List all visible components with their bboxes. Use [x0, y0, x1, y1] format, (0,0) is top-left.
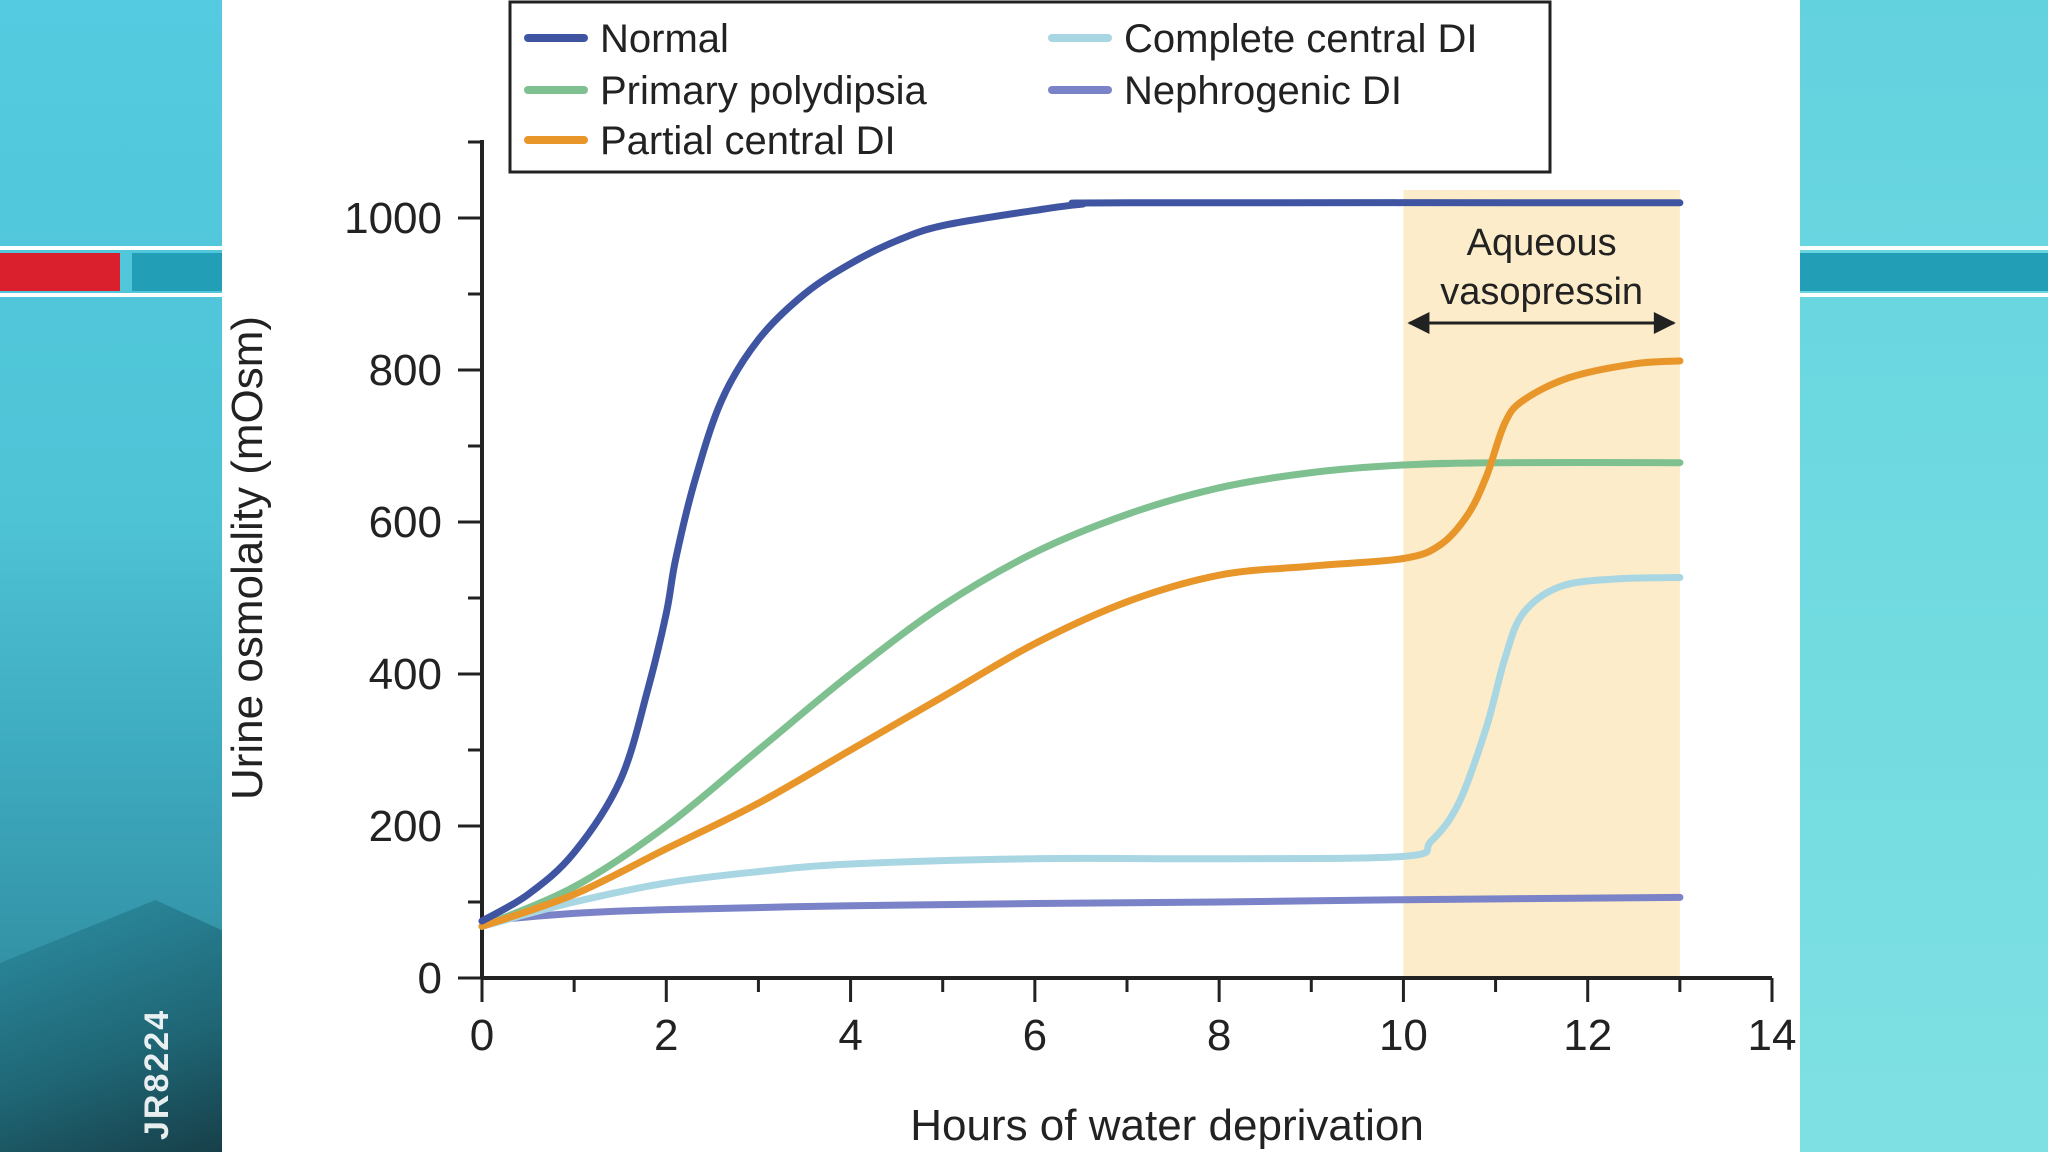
divider-line [0, 246, 222, 250]
series-line-complete-central-di [478, 574, 1684, 930]
y-tick-label: 200 [369, 802, 442, 851]
arrow-head [1407, 312, 1430, 334]
x-tick-label: 10 [1379, 1011, 1428, 1060]
x-axis-title: Hours of water deprivation [910, 1101, 1424, 1150]
axes-group: 0 200 400 600 800 1000 0 2 4 6 8 10 12 14 Hours of wat… [223, 140, 1796, 1150]
line-chart: 0 200 400 600 800 1000 0 2 4 6 8 10 12 14 Hours of wat… [223, 0, 1796, 1150]
x-tick-label: 0 [470, 1011, 494, 1060]
legend-label: Primary polydipsia [600, 69, 928, 113]
y-tick-label: 1000 [344, 194, 442, 243]
y-tick-label: 800 [369, 346, 442, 395]
background-right-panel [1800, 0, 2048, 1152]
chart-panel: 0 200 400 600 800 1000 0 2 4 6 8 10 12 14 Hours of wat… [222, 0, 1800, 1152]
y-tick-label: 0 [418, 954, 442, 1003]
divider-line [1800, 293, 2048, 297]
legend-box [508, 0, 1552, 174]
series-line-primary-polydipsia [478, 459, 1684, 930]
x-tick-label: 2 [654, 1011, 678, 1060]
legend-label: Normal [600, 17, 729, 61]
shaded-region-group [1403, 190, 1680, 978]
background-code-text: JR8224 [138, 1008, 176, 1140]
x-tick-label: 4 [838, 1011, 862, 1060]
teal-accent-strip [132, 253, 222, 291]
x-tick-label: 6 [1023, 1011, 1047, 1060]
legend-group: Normal Primary polydipsia Partial central … [508, 0, 1552, 174]
legend-label: Partial central DI [600, 119, 896, 163]
arrow-head [1653, 312, 1676, 334]
legend-label: Nephrogenic DI [1124, 69, 1402, 113]
y-tick-label: 600 [369, 498, 442, 547]
vasopressin-region [1403, 190, 1680, 978]
x-tick-label: 14 [1748, 1011, 1797, 1060]
x-tick-label: 12 [1563, 1011, 1612, 1060]
annotation-group: Aqueous vasopressin [1407, 222, 1676, 334]
y-axis-title: Urine osmolality (mOsm) [223, 316, 272, 800]
teal-accent-strip [1800, 253, 2048, 291]
series-line-partial-central-di [478, 357, 1684, 930]
legend-label: Complete central DI [1124, 17, 1477, 61]
divider-line [0, 293, 222, 297]
divider-line [1800, 246, 2048, 250]
x-tick-label: 8 [1207, 1011, 1231, 1060]
red-accent-strip [0, 253, 120, 291]
annotation-label: Aqueous [1467, 222, 1617, 264]
series-group [478, 199, 1684, 930]
series-line-normal [478, 199, 1684, 925]
y-tick-label: 400 [369, 650, 442, 699]
series-line-nephrogenic-di [478, 893, 1684, 925]
annotation-label: vasopressin [1440, 271, 1643, 313]
